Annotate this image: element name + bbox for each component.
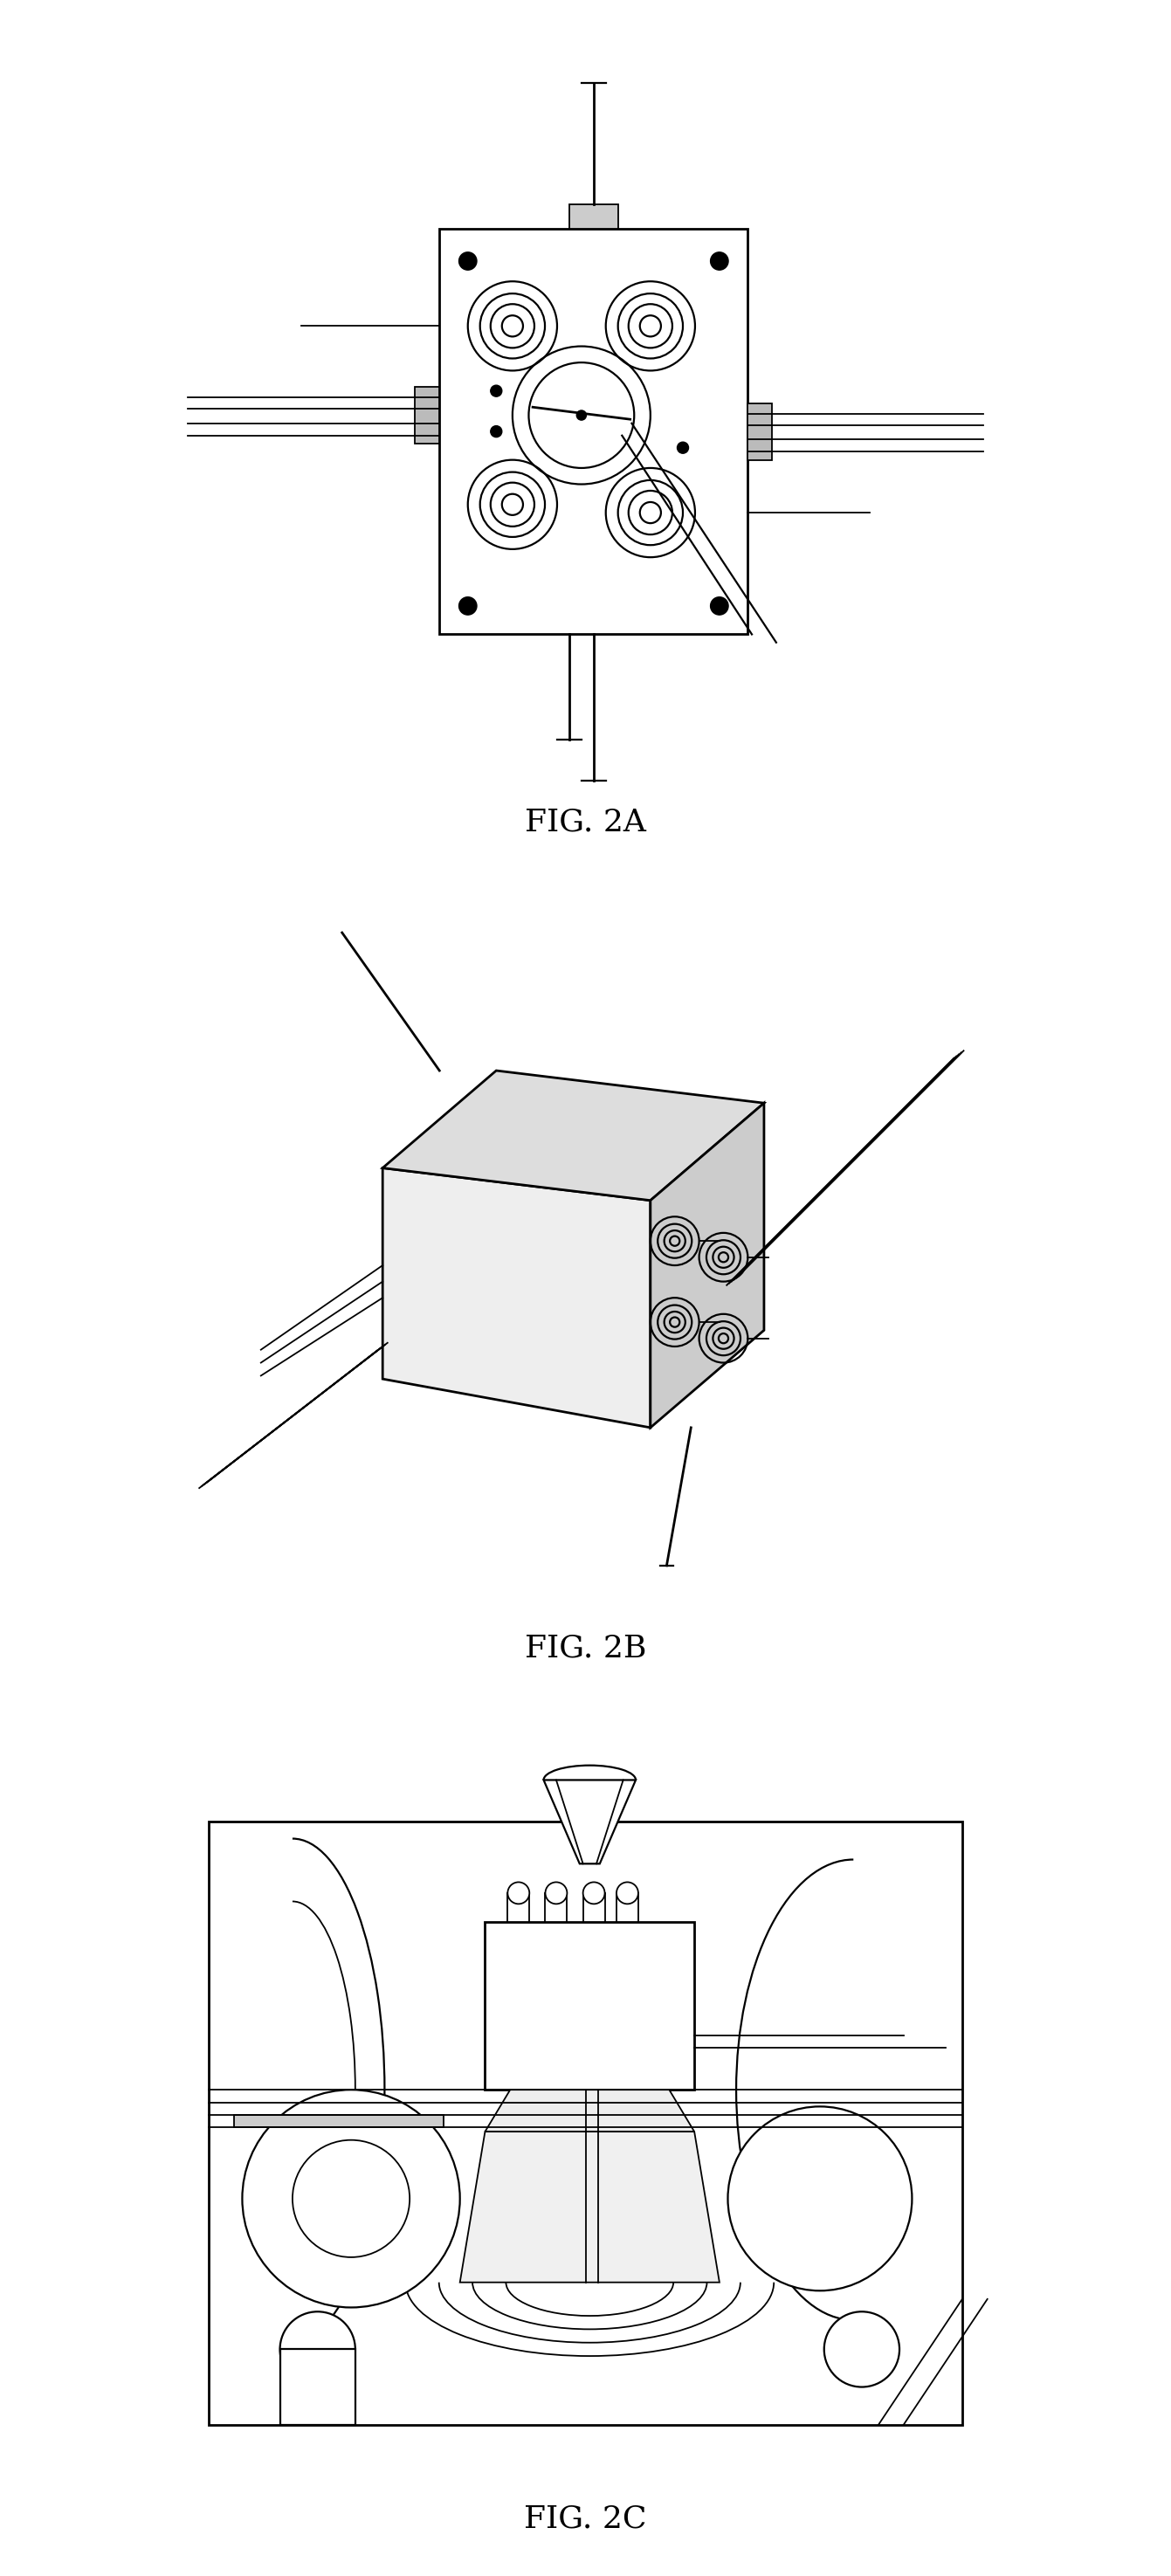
Polygon shape: [383, 1072, 763, 1200]
Circle shape: [491, 425, 502, 438]
Text: FIG. 2C: FIG. 2C: [525, 2504, 646, 2535]
Polygon shape: [650, 1103, 763, 1427]
Text: FIG. 2A: FIG. 2A: [525, 806, 646, 837]
Circle shape: [616, 1883, 638, 1904]
Bar: [280, 2349, 355, 2424]
Circle shape: [711, 252, 728, 270]
Circle shape: [280, 2311, 355, 2388]
Polygon shape: [485, 2089, 694, 2130]
Bar: [583, 1893, 604, 1922]
Circle shape: [824, 2311, 899, 2388]
Bar: [508, 1893, 529, 1922]
Bar: [616, 1893, 638, 1922]
Bar: [485, 1922, 694, 2089]
Circle shape: [576, 410, 587, 420]
Circle shape: [583, 1883, 604, 1904]
Circle shape: [242, 2089, 460, 2308]
Circle shape: [728, 2107, 912, 2290]
Text: FIG. 2B: FIG. 2B: [525, 1633, 646, 1664]
Circle shape: [677, 443, 689, 453]
Bar: [208, 1821, 963, 2424]
Circle shape: [508, 1883, 529, 1904]
Bar: [439, 229, 748, 634]
Polygon shape: [543, 1780, 636, 1865]
Bar: [748, 402, 772, 461]
Circle shape: [711, 598, 728, 616]
Bar: [415, 386, 439, 443]
Polygon shape: [383, 1167, 650, 1427]
Circle shape: [546, 1883, 567, 1904]
Bar: [546, 1893, 567, 1922]
Polygon shape: [460, 2130, 719, 2282]
Circle shape: [491, 386, 502, 397]
Bar: [234, 2115, 443, 2128]
Circle shape: [293, 2141, 410, 2257]
Circle shape: [459, 252, 477, 270]
Bar: [569, 204, 618, 229]
Circle shape: [459, 598, 477, 616]
